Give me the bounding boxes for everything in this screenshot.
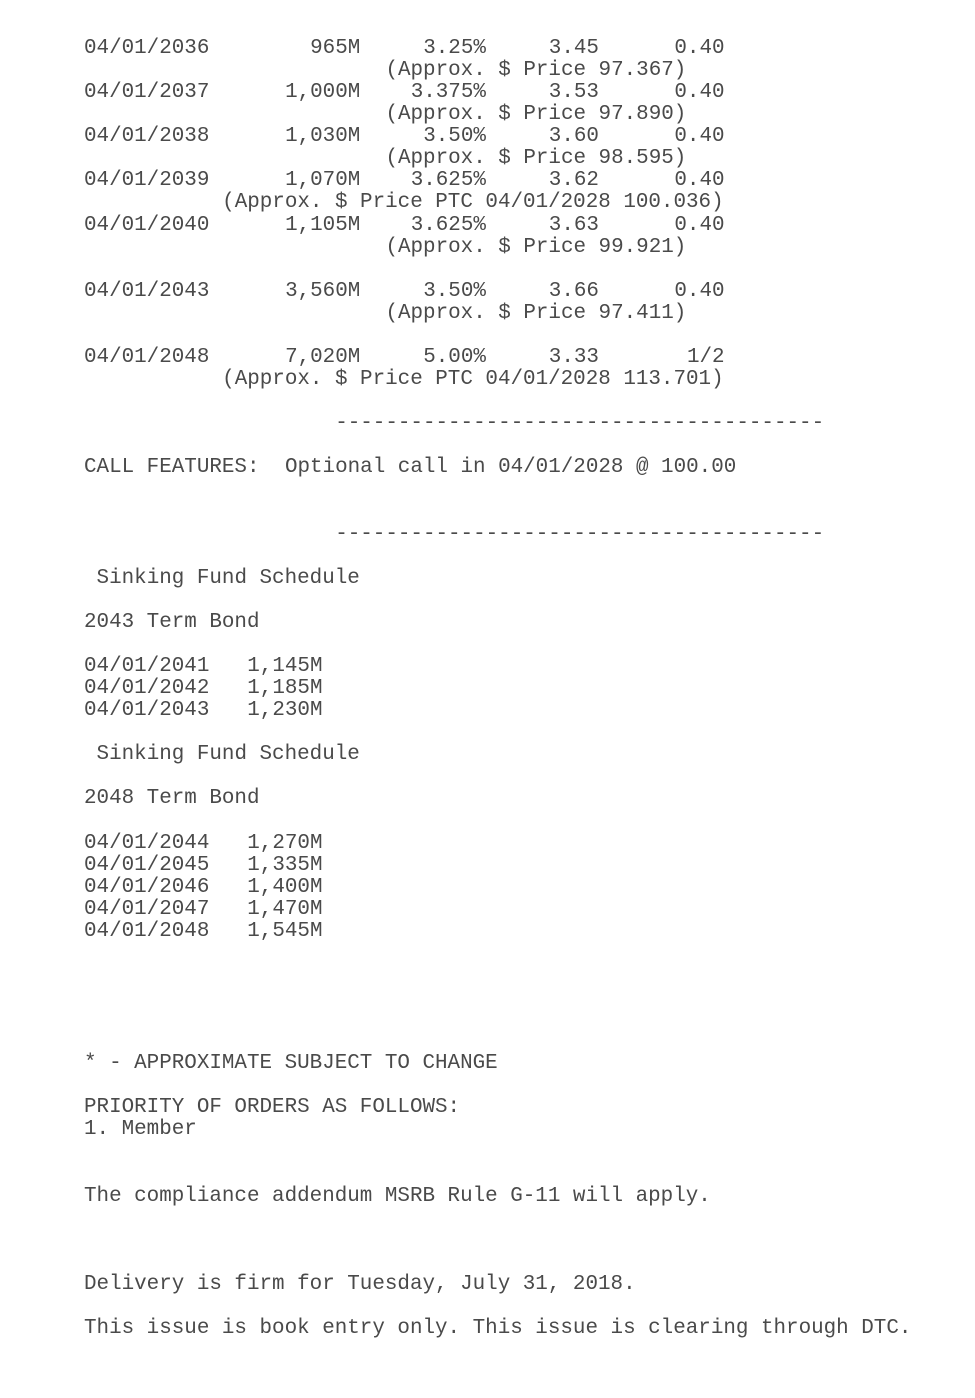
- sinking-fund-heading: Sinking Fund Schedule: [96, 743, 360, 767]
- maturity-date: 04/01/2043: [84, 279, 210, 303]
- sinking-fund-amount: 1,185M: [247, 677, 323, 701]
- maturity-date: 04/01/2040: [84, 213, 210, 237]
- call-features-label: CALL FEATURES:: [84, 456, 260, 480]
- priority-heading: PRIORITY OF ORDERS AS FOLLOWS:: [84, 1096, 461, 1120]
- maturity-yield: 3.63: [548, 213, 599, 237]
- maturity-amount: 1,105M: [285, 213, 361, 237]
- maturity-amount: 7,020M: [285, 345, 361, 369]
- maturity-coupon: 3.375%: [410, 81, 486, 105]
- term-bond-label: 2048 Term Bond: [84, 787, 260, 811]
- sinking-fund-amount: 1,145M: [247, 654, 323, 678]
- maturity-coupon: 3.50%: [423, 279, 486, 303]
- maturity-yield: 3.45: [548, 37, 599, 60]
- sinking-fund-date: 04/01/2047: [84, 897, 210, 921]
- maturity-yield: 3.62: [548, 169, 599, 193]
- term-bond-label: 2043 Term Bond: [84, 610, 260, 634]
- maturity-coupon: 3.50%: [423, 125, 486, 149]
- sinking-fund-date: 04/01/2046: [84, 875, 210, 899]
- maturity-takedown: 0.40: [674, 169, 725, 193]
- priority-item: 1. Member: [84, 1118, 197, 1142]
- sinking-fund-date: 04/01/2042: [84, 677, 210, 701]
- sinking-fund-amount: 1,400M: [247, 875, 323, 899]
- sinking-fund-date: 04/01/2041: [84, 654, 210, 678]
- maturity-takedown: 1/2: [686, 345, 725, 369]
- maturity-yield: 3.66: [548, 279, 599, 303]
- maturity-date: 04/01/2037: [84, 81, 210, 105]
- sinking-fund-date: 04/01/2045: [84, 853, 210, 877]
- maturity-coupon: 3.625%: [410, 213, 486, 237]
- maturity-amount: 1,030M: [285, 125, 361, 149]
- call-features-text: Optional call in 04/01/2028 @ 100.00: [284, 456, 737, 480]
- sinking-fund-date: 04/01/2048: [84, 919, 210, 943]
- maturity-price-note: (Approx. $ Price 97.411): [385, 301, 687, 325]
- maturity-coupon: 3.625%: [410, 169, 486, 193]
- sinking-fund-amount: 1,335M: [247, 853, 323, 877]
- maturity-yield: 3.53: [548, 81, 599, 105]
- divider: ---------------------------------------: [335, 412, 825, 436]
- sinking-fund-date: 04/01/2043: [84, 699, 210, 723]
- sinking-fund-amount: 1,270M: [247, 831, 323, 855]
- compliance-text: The compliance addendum MSRB Rule G-11 w…: [84, 1184, 711, 1208]
- maturity-amount: 1,000M: [285, 81, 361, 105]
- book-entry-text: This issue is book entry only. This issu…: [84, 1317, 912, 1341]
- maturity-amount: 1,070M: [285, 169, 361, 193]
- maturity-amount: 965M: [310, 37, 361, 60]
- sinking-fund-heading: Sinking Fund Schedule: [96, 566, 360, 590]
- sinking-fund-amount: 1,230M: [247, 699, 323, 723]
- footnote: * - APPROXIMATE SUBJECT TO CHANGE: [84, 1052, 498, 1076]
- maturity-coupon: 3.25%: [423, 37, 486, 60]
- maturity-date: 04/01/2039: [84, 169, 210, 193]
- maturity-price-note: (Approx. $ Price PTC 04/01/2028 113.701): [222, 368, 724, 392]
- maturity-takedown: 0.40: [674, 37, 725, 60]
- sinking-fund-date: 04/01/2044: [84, 831, 210, 855]
- sinking-fund-amount: 1,470M: [247, 897, 323, 921]
- maturity-price-note: (Approx. $ Price PTC 04/01/2028 100.036): [222, 191, 724, 215]
- maturity-price-note: (Approx. $ Price 97.890): [385, 103, 687, 127]
- maturity-takedown: 0.40: [674, 81, 725, 105]
- sinking-fund-amount: 1,545M: [247, 919, 323, 943]
- maturity-price-note: (Approx. $ Price 98.595): [385, 147, 687, 171]
- maturity-date: 04/01/2038: [84, 125, 210, 149]
- maturity-price-note: (Approx. $ Price 99.921): [385, 235, 687, 259]
- maturity-date: 04/01/2048: [84, 345, 210, 369]
- maturity-amount: 3,560M: [285, 279, 361, 303]
- maturity-takedown: 0.40: [674, 279, 725, 303]
- maturity-yield: 3.33: [548, 345, 599, 369]
- maturity-yield: 3.60: [548, 125, 599, 149]
- maturity-takedown: 0.40: [674, 125, 725, 149]
- divider: ---------------------------------------: [335, 522, 825, 546]
- delivery-text: Delivery is firm for Tuesday, July 31, 2…: [84, 1272, 636, 1296]
- maturity-price-note: (Approx. $ Price 97.367): [385, 59, 687, 83]
- maturity-date: 04/01/2036: [84, 37, 210, 60]
- maturity-coupon: 5.00%: [423, 345, 486, 369]
- maturity-takedown: 0.40: [674, 213, 725, 237]
